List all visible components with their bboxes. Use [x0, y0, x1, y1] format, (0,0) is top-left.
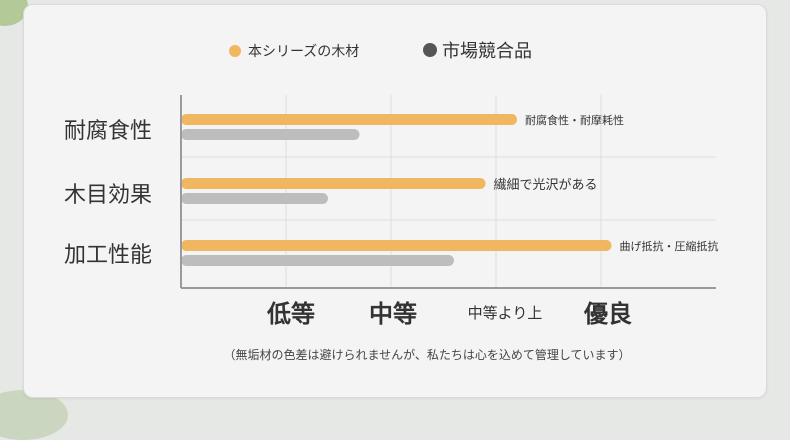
chart-panel [23, 4, 767, 398]
comparison-bar-chart: 本シリーズの木材 市場競合品 耐腐食性 木目効果 加工性能 低等 中等 中等より… [64, 41, 719, 362]
x-tick-label-0: 低等 [266, 300, 315, 328]
legend-label-series-1: 本シリーズの木材 [248, 44, 359, 60]
x-tick-label-3: 優良 [583, 300, 632, 328]
legend-marker-series-1 [229, 45, 241, 57]
legend-label-series-2: 市場競合品 [442, 41, 532, 62]
x-tick-label-1: 中等 [369, 300, 417, 328]
bar-series-2-category-0 [181, 129, 360, 140]
bar-annotation-0: 耐腐食性・耐摩耗性 [525, 113, 624, 127]
chart-footnote: （無垢材の色差は避けられませんが、私たちは心を込めて管理しています） [223, 347, 630, 362]
legend-marker-series-2 [423, 43, 437, 57]
category-label-2: 加工性能 [64, 243, 152, 268]
bar-series-1-category-2 [181, 240, 612, 251]
bar-annotation-1: 繊細で光沢がある [494, 177, 598, 193]
bar-series-1-category-0 [181, 114, 517, 125]
bar-series-1-category-1 [181, 178, 486, 189]
bar-series-2-category-2 [181, 255, 454, 266]
x-tick-label-2: 中等より上 [468, 304, 543, 322]
bar-series-2-category-1 [181, 193, 328, 204]
category-label-1: 木目効果 [64, 183, 152, 208]
bar-annotation-2: 曲げ抵抗・圧縮抵抗 [620, 239, 719, 253]
category-label-0: 耐腐食性 [64, 119, 152, 144]
